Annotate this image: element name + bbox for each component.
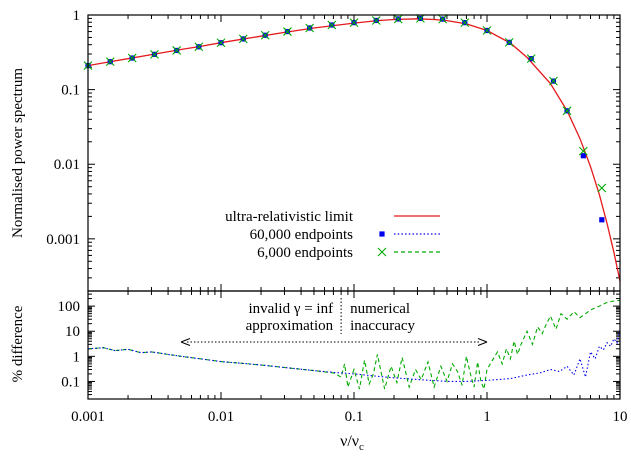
data-point-cross xyxy=(371,16,381,25)
legend-marker-square xyxy=(379,231,385,237)
data-point-cross xyxy=(305,23,315,33)
x-tick-label: 10 xyxy=(613,409,628,425)
y-tick-label: 1 xyxy=(73,8,81,24)
arrow-head-right xyxy=(477,338,488,346)
x-tick-label: 0.001 xyxy=(71,409,105,425)
data-point-cross xyxy=(504,37,514,47)
difference-line xyxy=(87,299,621,392)
y-tick-label: 0.001 xyxy=(46,232,80,248)
top-chart-ticks: 1 0.1 0.01 0.001 xyxy=(46,8,621,292)
data-point-cross xyxy=(127,53,137,63)
data-point-cross xyxy=(172,46,182,55)
bottom-chart-frame xyxy=(87,290,621,400)
data-point-cross xyxy=(327,20,337,30)
arrow-head-left xyxy=(180,338,191,346)
x-tick-label: 1 xyxy=(483,409,491,425)
data-point-cross xyxy=(460,18,470,28)
bottom-y-axis-label: % difference xyxy=(10,305,26,382)
y-tick-label: 0.1 xyxy=(61,83,80,99)
data-point-cross xyxy=(578,146,588,156)
annotation-invalid-approximation: approximation xyxy=(246,318,334,334)
legend: ultra-relativistic limit 60,000 endpoints… xyxy=(225,209,440,261)
y-tick-label: 1 xyxy=(73,349,81,365)
y-tick-label: 0.1 xyxy=(61,374,80,390)
data-point-cross xyxy=(283,27,292,36)
data-point-cross xyxy=(438,14,448,24)
top-y-axis-label: Normalised power spectrum xyxy=(10,68,26,238)
legend-label: 60,000 endpoints xyxy=(250,227,353,243)
data-point-cross xyxy=(216,38,226,48)
top-chart-frame xyxy=(87,14,621,292)
annotation-numerical-inaccuracy: numerical xyxy=(350,301,410,317)
legend-label: ultra-relativistic limit xyxy=(225,209,354,225)
series-line-ultra-relativistic xyxy=(87,18,621,282)
annotation-invalid-approximation: invalid γ = inf xyxy=(248,301,333,317)
y-tick-label: 10 xyxy=(65,324,80,340)
data-point-cross xyxy=(526,54,536,64)
data-point-cross xyxy=(260,30,270,40)
data-point-cross xyxy=(238,34,248,44)
legend-marker-cross xyxy=(377,247,387,257)
x-tick-label: 0.1 xyxy=(345,409,364,425)
data-point-cross xyxy=(105,57,115,67)
data-point-square xyxy=(580,153,586,159)
data-point-cross xyxy=(482,26,492,35)
data-point-square xyxy=(599,217,605,223)
annotation-numerical-inaccuracy: inaccuracy xyxy=(350,318,415,334)
y-tick-label: 100 xyxy=(58,299,81,315)
data-point-cross xyxy=(150,49,159,59)
y-tick-label: 0.01 xyxy=(54,157,80,173)
bottom-chart-plot-area xyxy=(87,299,621,392)
data-point-cross xyxy=(194,42,204,52)
data-point-cross xyxy=(349,18,359,28)
data-point-cross xyxy=(597,183,607,193)
x-axis-label: ν/νc xyxy=(340,433,364,453)
data-point-cross xyxy=(562,106,572,116)
legend-label: 6,000 endpoints xyxy=(257,245,353,261)
data-point-cross xyxy=(416,14,425,23)
bottom-chart-ticks: 100 10 1 0.1 0.001 0.01 0.1 1 10 xyxy=(58,290,628,425)
data-point-cross xyxy=(393,14,403,24)
x-tick-label: 0.01 xyxy=(208,409,234,425)
data-point-cross xyxy=(549,76,558,86)
difference-line xyxy=(87,329,621,382)
